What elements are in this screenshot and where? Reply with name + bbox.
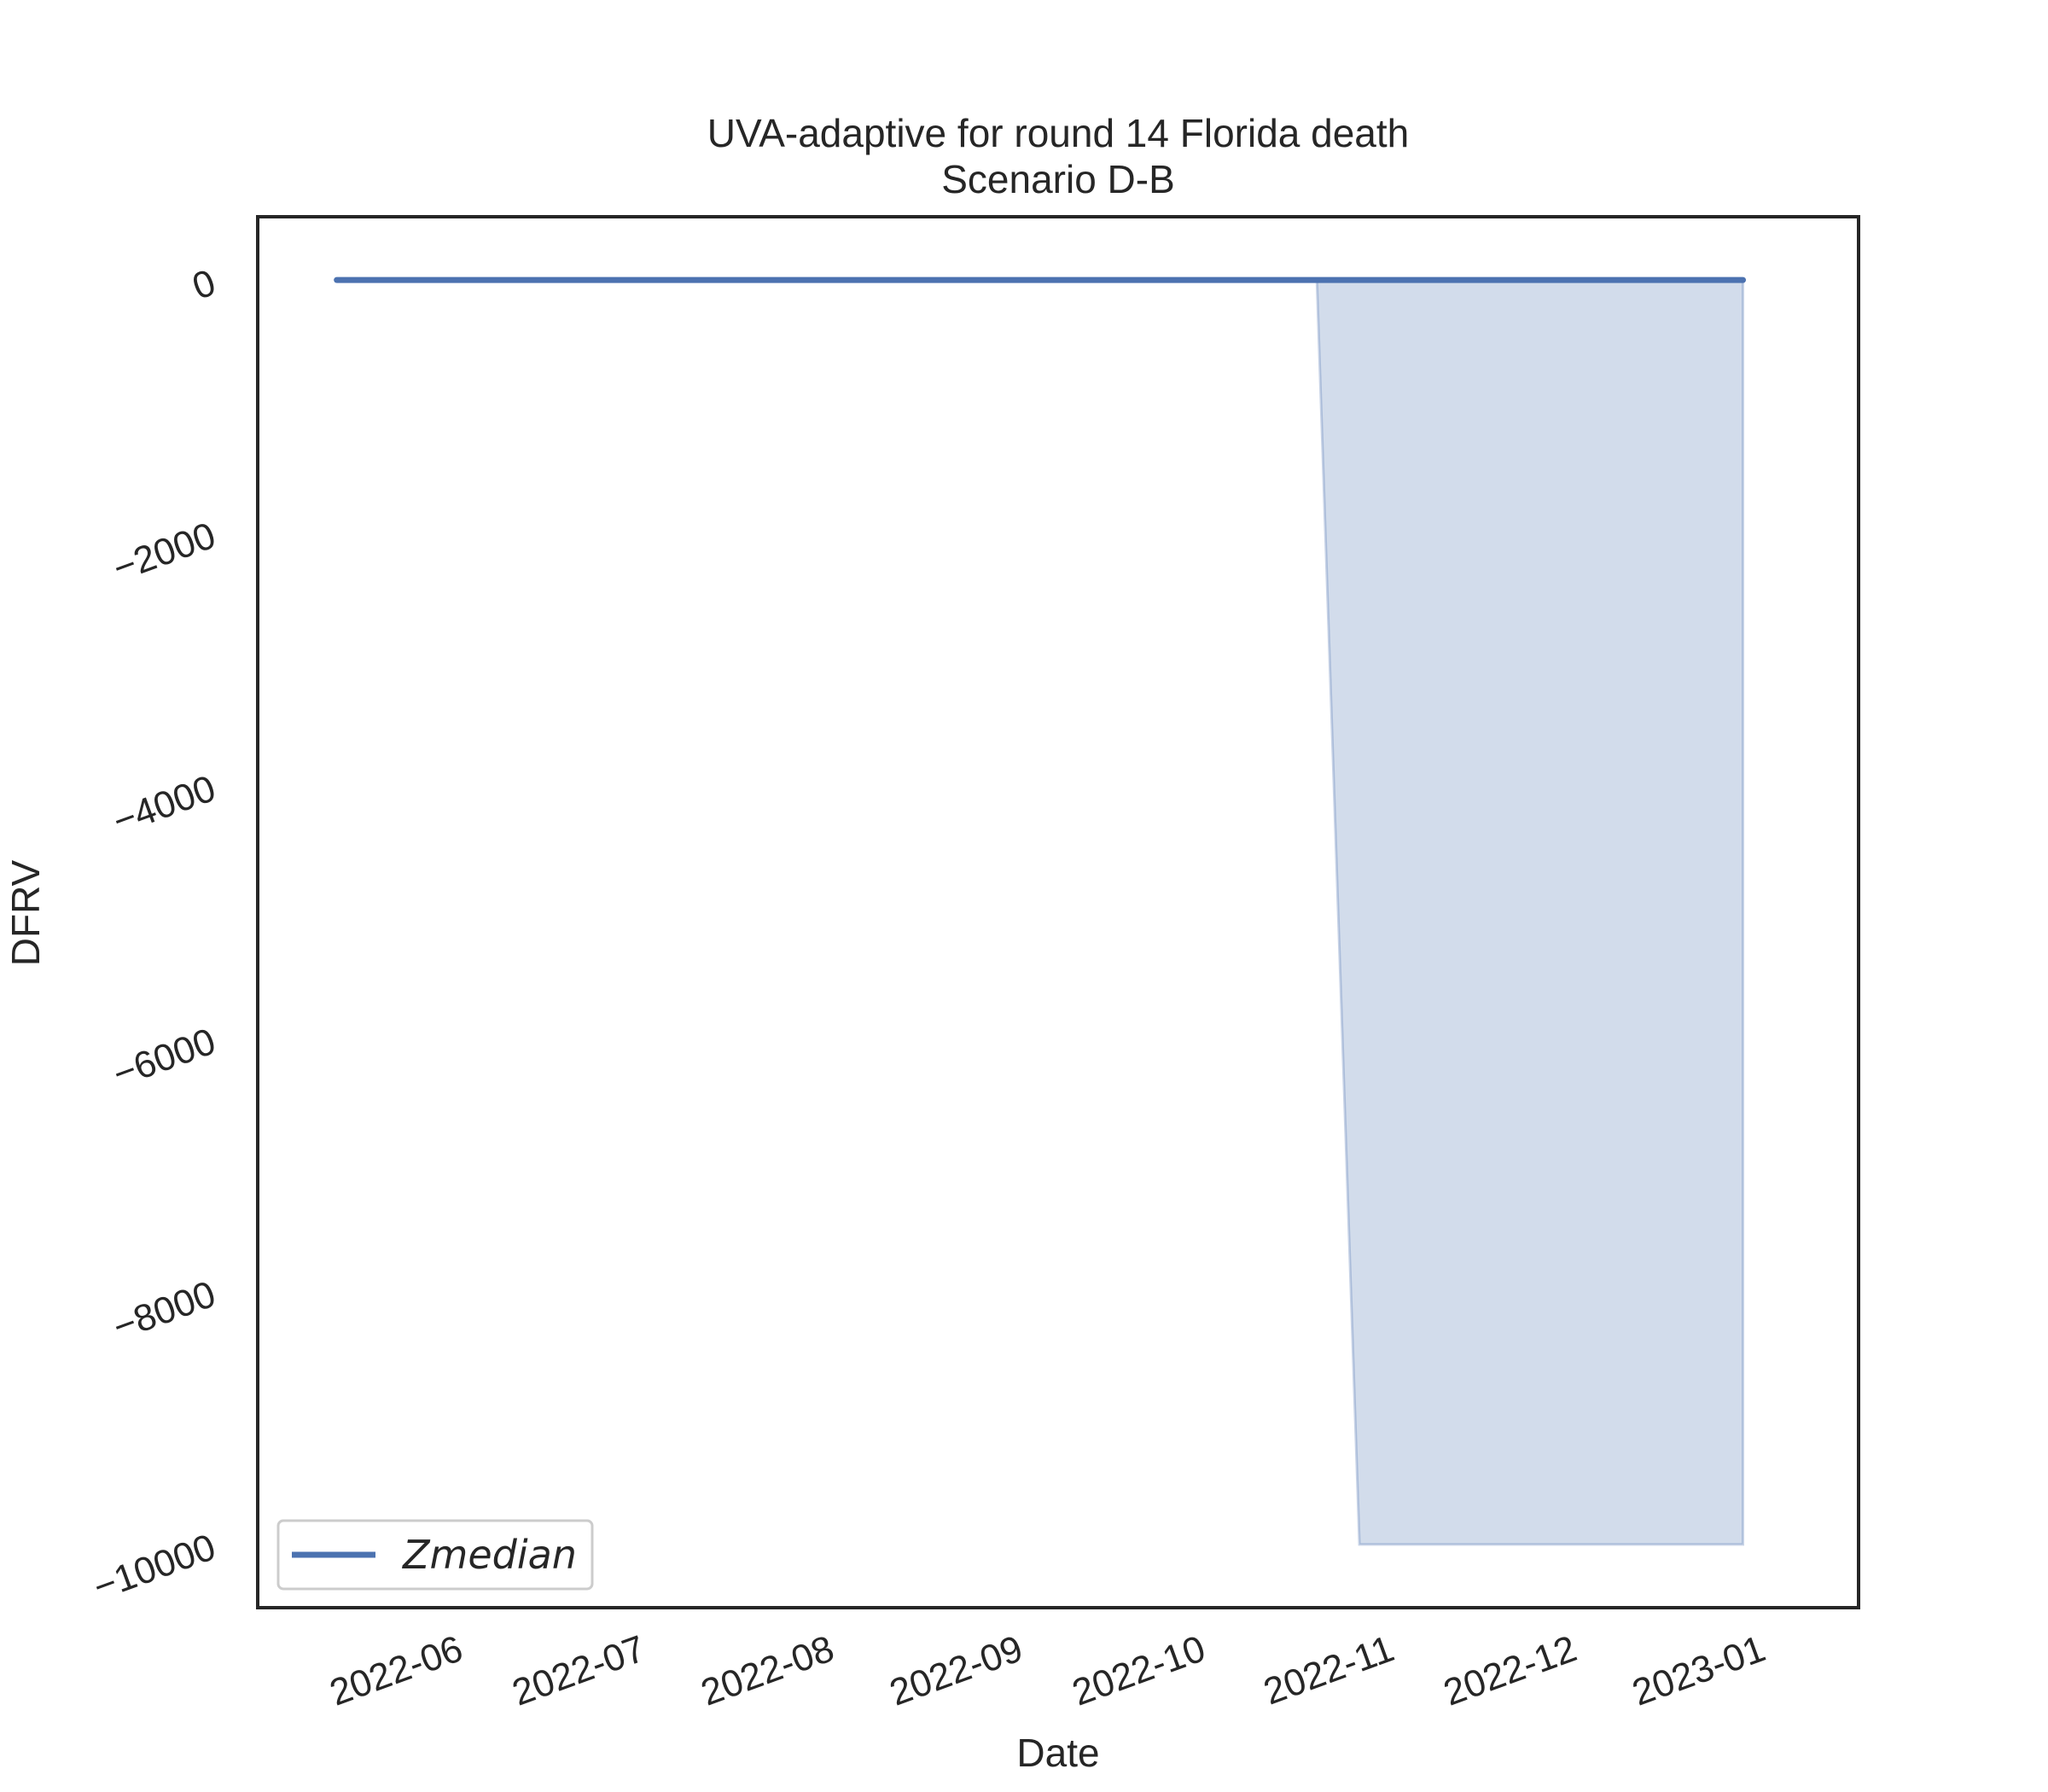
y-tick-label: −10000 xyxy=(88,1526,221,1609)
x-tick-label: 2022-11 xyxy=(1259,1627,1399,1713)
x-tick-label: 2022-12 xyxy=(1438,1627,1582,1713)
legend: Zmedian xyxy=(276,1519,594,1591)
legend-box xyxy=(276,1519,594,1591)
plot-area xyxy=(334,276,1746,1546)
plot-frame xyxy=(256,215,1860,1609)
x-tick-label: 2023-01 xyxy=(1627,1627,1772,1713)
x-tick-label: 2022-08 xyxy=(695,1627,840,1713)
y-tick-label: −8000 xyxy=(108,1273,221,1348)
uncertainty-band xyxy=(1315,278,1744,1546)
x-tick-label: 2022-06 xyxy=(324,1627,468,1713)
y-tick-label: 0 xyxy=(187,261,221,307)
chart-title: UVA-adaptive for round 14 Florida death xyxy=(707,111,1410,155)
y-axis-label: DFRV xyxy=(3,859,48,966)
x-tick-label: 2022-07 xyxy=(507,1627,651,1713)
chart-subtitle: Scenario D-B xyxy=(941,157,1175,201)
y-tick-label: −6000 xyxy=(108,1021,221,1096)
x-tick-label: 2022-10 xyxy=(1067,1627,1211,1713)
x-axis-ticks: 2022-06 2022-07 2022-08 2022-09 2022-10 2022-… xyxy=(324,1627,1771,1713)
legend-label: Zmedian xyxy=(401,1532,577,1578)
x-tick-label: 2022-09 xyxy=(884,1627,1028,1713)
x-axis-label: Date xyxy=(1016,1731,1099,1775)
y-tick-label: −4000 xyxy=(108,767,221,842)
y-tick-label: −2000 xyxy=(108,515,221,590)
y-axis-ticks: 0 −2000 −4000 −6000 −8000 −10000 xyxy=(88,261,221,1609)
